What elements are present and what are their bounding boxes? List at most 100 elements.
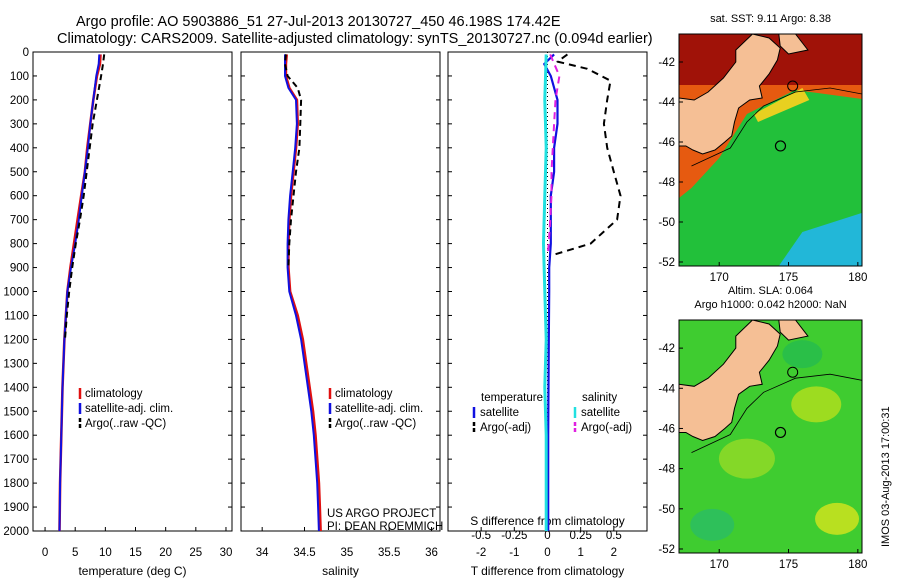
y-tick-label: 0 <box>23 47 29 59</box>
map-y-tick-label: -46 <box>658 137 675 149</box>
y-tick-label: 1500 <box>3 406 29 418</box>
x-tick-label: 10 <box>99 547 112 559</box>
series-line-3 <box>284 54 303 268</box>
y-tick-label: 1900 <box>3 502 29 514</box>
y-tick-label: 300 <box>10 119 29 131</box>
y-tick-label: 1000 <box>3 287 29 299</box>
map-frame <box>678 319 863 554</box>
map-field <box>679 34 862 266</box>
x-axis-label: temperature (deg C) <box>78 564 186 578</box>
map-x-tick-label: 170 <box>710 559 729 571</box>
land-south-island <box>679 320 781 442</box>
map-field <box>679 320 862 553</box>
map-x-tick-label: 175 <box>779 272 798 284</box>
legend-header: salinity <box>582 392 617 404</box>
sst-cool-patch <box>778 212 862 266</box>
plot-frame <box>240 51 441 532</box>
y-tick-label: 200 <box>10 95 29 107</box>
land-south-island <box>679 34 781 155</box>
y-tick-label: 1100 <box>4 310 29 322</box>
series-line-2 <box>284 54 320 532</box>
legend-label: climatology <box>85 388 143 400</box>
bathymetry-contour <box>691 373 862 453</box>
map-panel-2: Altim. SLA: 0.064 Argo h1000: 0.042 h2000… <box>658 285 867 571</box>
y-tick-label: 100 <box>10 71 29 83</box>
profile-panel-1: 0100200300400500600700800900100011001200… <box>3 47 233 578</box>
x-tick-label: 20 <box>159 547 172 559</box>
y-tick-label: 1600 <box>3 430 29 442</box>
y-tick-label: 800 <box>10 239 29 251</box>
map-y-tick-label: -44 <box>658 383 675 395</box>
map-y-tick-label: -48 <box>658 177 675 189</box>
map-x-tick-label: 175 <box>779 559 798 571</box>
x-tick-label: 35 <box>340 547 353 559</box>
y-tick-label: 1700 <box>3 454 29 466</box>
annotation-line-1: US ARGO PROJECT <box>327 508 436 520</box>
map-y-tick-label: -42 <box>658 343 675 355</box>
x-tick-label: 15 <box>129 547 142 559</box>
y-tick-label: 1400 <box>3 382 29 394</box>
top-tick-label: -0.5 <box>471 530 491 542</box>
x-tick-label: 1 <box>577 547 583 559</box>
legend-label: Argo(-adj) <box>581 422 632 434</box>
contour-loop <box>787 366 799 378</box>
sla-patch <box>782 340 823 369</box>
y-tick-label: 1200 <box>3 334 29 346</box>
y-tick-label: 1800 <box>3 478 29 490</box>
legend-label: satellite <box>480 407 519 419</box>
map-title-line: sat. SST: 9.11 Argo: 8.38 <box>710 13 831 25</box>
y-tick-label: 2000 <box>3 526 29 538</box>
map-y-tick-label: -46 <box>658 423 675 435</box>
top-tick-label: -0.25 <box>501 530 527 542</box>
sla-patch <box>791 386 842 423</box>
x-tick-label: 35.5 <box>378 547 400 559</box>
profile-panels: 0100200300400500600700800900100011001200… <box>3 47 648 578</box>
map-y-tick-label: -52 <box>658 544 675 556</box>
sla-patch <box>690 508 735 541</box>
top-tick-label: 0 <box>544 530 550 542</box>
argo-position-marker <box>774 140 787 152</box>
series-line-3 <box>542 54 548 531</box>
map-y-tick-label: -42 <box>658 57 675 69</box>
series-line-3 <box>64 54 106 340</box>
sst-yellow-band <box>753 88 810 122</box>
profile-panel-3: -2 -1 0 1 2 T difference from climatology -0.5… <box>447 51 648 578</box>
annotation-line-2: PI: DEAN ROEMMICH <box>327 521 443 533</box>
x-axis-label: salinity <box>322 564 359 578</box>
map-y-tick-label: -50 <box>658 217 675 229</box>
x-tick-label: 2 <box>611 547 617 559</box>
imos-timestamp: IMOS 03-Aug-2013 17:00:31 <box>880 406 892 547</box>
map-y-tick-label: -52 <box>658 257 675 269</box>
legend-label: Argo(-adj) <box>480 422 531 434</box>
x-tick-label: 34 <box>256 547 269 559</box>
x-tick-label: 0 <box>544 547 550 559</box>
top-tick-label: 0.25 <box>569 530 591 542</box>
legend-label: climatology <box>335 388 393 400</box>
x-tick-label: -1 <box>509 547 519 559</box>
argo-position-marker <box>774 426 787 439</box>
top-tick-label: 0.5 <box>606 530 622 542</box>
profile-panel-2: 34 34.5 35 35.5 36 salinity climatology satelli… <box>240 51 443 578</box>
series-line-2 <box>58 54 101 532</box>
map-x-tick-label: 180 <box>848 272 867 284</box>
title-line-1: Argo profile: AO 5903886_51 27-Jul-2013 … <box>76 14 561 30</box>
x-tick-label: 30 <box>220 547 233 559</box>
legend-label: satellite-adj. clim. <box>85 403 173 415</box>
series-line-1 <box>543 53 559 531</box>
x-tick-label: 25 <box>189 547 202 559</box>
x-tick-label: 5 <box>72 547 78 559</box>
map-x-tick-label: 180 <box>848 559 867 571</box>
x-tick-label: 0 <box>42 547 48 559</box>
legend-label: satellite <box>581 407 620 419</box>
y-tick-label: 600 <box>10 191 29 203</box>
x-tick-label: 36 <box>425 547 438 559</box>
map-panels: sat. SST: 9.11 Argo: 8.38 170 175 180 -42 -44… <box>658 13 867 571</box>
sla-patch <box>815 502 860 535</box>
map-y-tick-label: -48 <box>658 464 675 476</box>
x-tick-label: 34.5 <box>293 547 315 559</box>
series-line-2 <box>550 53 622 257</box>
legend-label: satellite-adj. clim. <box>335 403 423 415</box>
y-tick-label: 900 <box>10 263 29 275</box>
y-tick-label: 500 <box>10 167 29 179</box>
sla-patch <box>718 438 775 479</box>
